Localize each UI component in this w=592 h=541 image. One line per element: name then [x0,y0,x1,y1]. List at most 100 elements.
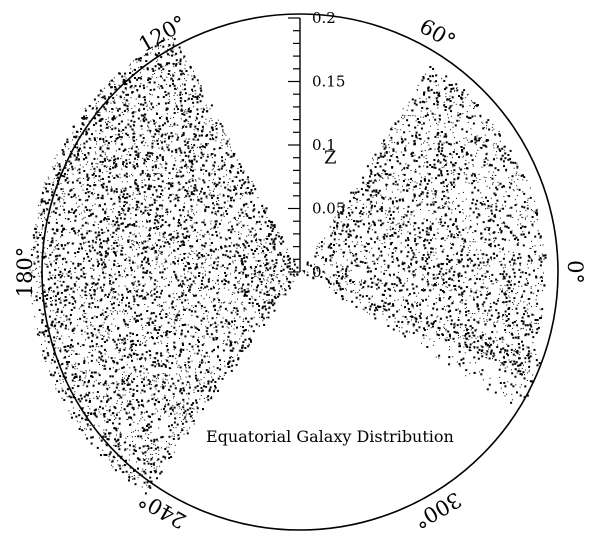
galaxy-point [153,357,155,359]
galaxy-point [531,331,534,334]
galaxy-point [497,312,499,314]
galaxy-point [465,314,468,317]
galaxy-point [401,169,403,170]
galaxy-point [394,122,396,123]
galaxy-point [502,341,504,343]
galaxy-point [178,108,180,110]
galaxy-point [382,294,385,296]
galaxy-point [434,118,437,121]
galaxy-point [401,169,403,171]
galaxy-point [239,338,241,340]
galaxy-point [392,176,394,178]
galaxy-point [453,254,455,256]
galaxy-point [415,320,418,323]
galaxy-point [165,116,168,119]
galaxy-point [51,194,53,197]
galaxy-point [492,283,494,285]
galaxy-point [508,251,510,253]
galaxy-point [362,223,365,226]
galaxy-point [367,230,370,233]
galaxy-point [448,333,451,336]
galaxy-point [205,385,208,388]
galaxy-point [456,87,458,89]
galaxy-point [182,344,184,346]
galaxy-point [331,254,334,256]
galaxy-point [181,188,183,190]
galaxy-point [118,464,121,467]
galaxy-point [106,395,109,398]
galaxy-point [195,401,198,404]
galaxy-point [514,350,516,352]
galaxy-point [527,352,530,355]
galaxy-point [66,319,68,321]
galaxy-point [64,172,66,175]
galaxy-point [452,242,454,244]
galaxy-point [406,280,408,282]
galaxy-point [464,341,467,344]
galaxy-point [362,295,364,298]
galaxy-point [420,150,422,152]
galaxy-point [488,165,490,167]
galaxy-point [395,250,397,252]
galaxy-point [330,246,333,249]
galaxy-point [33,300,35,302]
galaxy-point [436,191,437,193]
galaxy-point [492,340,495,343]
galaxy-point [53,360,56,363]
galaxy-point [136,461,138,463]
galaxy-point [177,379,180,382]
galaxy-point [404,246,406,248]
galaxy-point [477,351,479,354]
galaxy-point [56,286,59,289]
galaxy-point [78,160,80,162]
galaxy-point [374,231,377,234]
galaxy-point [128,412,130,414]
galaxy-point [525,226,527,228]
galaxy-point [472,211,475,214]
galaxy-point [147,126,149,127]
galaxy-point [514,161,517,164]
galaxy-point [508,287,510,289]
galaxy-point [470,290,472,292]
galaxy-point [493,342,495,344]
galaxy-point [200,151,203,154]
galaxy-point [522,371,525,374]
galaxy-point [111,268,112,270]
galaxy-point [70,196,73,199]
galaxy-point [271,225,273,227]
galaxy-point [178,296,181,299]
galaxy-point [208,233,210,235]
galaxy-point [359,283,362,286]
galaxy-point [447,225,450,228]
galaxy-point [380,271,382,273]
galaxy-point [212,202,214,205]
galaxy-point [61,362,64,365]
galaxy-point [190,208,192,210]
galaxy-point [365,213,367,215]
galaxy-point [117,326,120,329]
galaxy-point [499,273,502,275]
galaxy-point [389,208,391,210]
galaxy-point [459,336,461,338]
galaxy-point [420,176,422,178]
galaxy-point [247,253,249,255]
galaxy-point [518,302,520,304]
galaxy-point [400,250,403,253]
galaxy-point [225,134,227,136]
galaxy-point [490,318,492,320]
galaxy-point [359,220,362,223]
galaxy-point [500,208,502,210]
galaxy-point [216,312,219,315]
galaxy-point [149,89,152,91]
galaxy-point [519,275,522,278]
galaxy-point [456,89,459,92]
galaxy-point [334,216,336,218]
galaxy-point [257,260,260,262]
galaxy-point [193,150,194,152]
galaxy-point [92,325,94,327]
galaxy-point [114,419,116,420]
galaxy-point [130,343,133,346]
galaxy-point [269,282,271,284]
galaxy-point [436,274,438,276]
galaxy-point [494,133,497,136]
